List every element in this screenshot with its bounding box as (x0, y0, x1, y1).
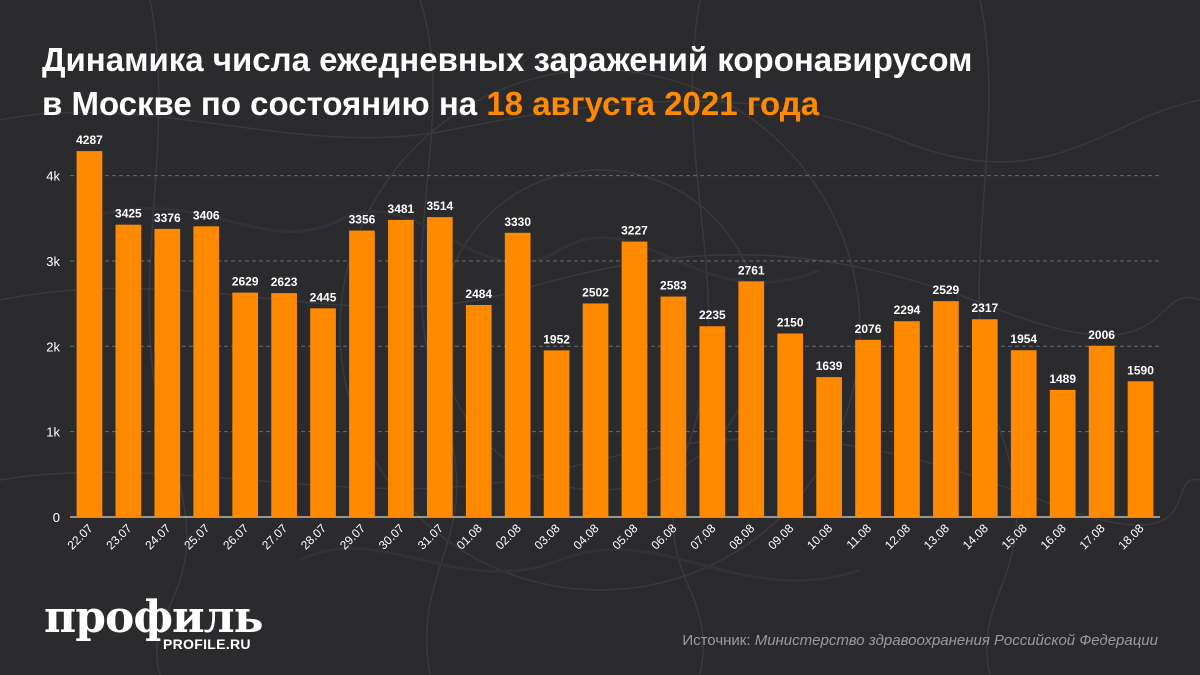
x-tick-label: 03.08 (532, 521, 563, 552)
data-label: 2150 (777, 316, 804, 330)
title-line-2-prefix: в Москве по состоянию на (42, 85, 487, 122)
source-value: Министерство здравоохранения Российской … (754, 632, 1158, 649)
x-tick-label: 15.08 (999, 521, 1030, 552)
x-tick-label: 31.07 (415, 521, 446, 552)
data-label: 1954 (1010, 332, 1037, 346)
bar (660, 296, 687, 517)
x-tick-label: 28.07 (298, 521, 329, 552)
data-label: 3481 (388, 202, 415, 216)
data-label: 2317 (971, 301, 998, 315)
y-tick-label: 3k (46, 254, 60, 269)
bar (894, 321, 920, 517)
x-tick-label: 07.08 (687, 521, 718, 552)
data-label: 1489 (1049, 372, 1076, 386)
data-label: 2502 (582, 285, 609, 299)
bar (115, 224, 142, 517)
x-tick-label: 08.08 (726, 521, 757, 552)
data-label: 1952 (543, 332, 570, 346)
data-label: 2235 (699, 308, 726, 322)
y-tick-label: 4k (46, 169, 60, 184)
chart-title: Динамика числа ежедневных заражений коро… (42, 38, 1172, 126)
title-date-highlight: 18 августа 2021 года (486, 85, 820, 122)
data-label: 1639 (816, 359, 843, 373)
x-tick-label: 16.08 (1038, 521, 1069, 552)
data-label: 2761 (738, 263, 765, 277)
bar (855, 339, 881, 517)
bar (426, 217, 453, 518)
x-tick-label: 11.08 (844, 521, 875, 552)
data-label: 3330 (504, 215, 531, 229)
x-tick-label: 17.08 (1077, 521, 1108, 552)
bar (76, 151, 103, 517)
source-note: Источник: Министерство здравоохранения Р… (682, 632, 1158, 649)
x-tick-label: 30.07 (376, 521, 407, 552)
x-tick-label: 22.07 (64, 521, 95, 552)
bar (1088, 345, 1115, 517)
data-label: 1590 (1127, 363, 1154, 377)
x-tick-label: 18.08 (1116, 521, 1147, 552)
x-tick-label: 12.08 (882, 521, 913, 552)
x-tick-label: 13.08 (921, 521, 952, 552)
y-tick-label: 2k (46, 339, 60, 354)
x-tick-label: 06.08 (648, 521, 679, 552)
data-label: 2484 (465, 287, 492, 301)
data-label: 3514 (426, 199, 453, 213)
bar (699, 326, 726, 517)
x-tick-label: 27.07 (259, 521, 290, 552)
bar (582, 303, 609, 517)
y-tick-label: 0 (53, 510, 60, 525)
x-tick-label: 23.07 (103, 521, 134, 552)
bar (621, 241, 648, 518)
bar (310, 308, 336, 517)
bar (971, 319, 998, 517)
bar (349, 230, 375, 517)
data-label: 2076 (855, 322, 882, 336)
profil-logo[interactable]: профиль (44, 592, 264, 643)
data-label: 2006 (1088, 328, 1115, 342)
bar (465, 304, 492, 517)
bar (1049, 389, 1076, 517)
data-label: 2529 (933, 283, 960, 297)
x-tick-label: 24.07 (142, 521, 173, 552)
profile-ru-label[interactable]: PROFILE.RU (163, 636, 251, 652)
bar (504, 232, 531, 517)
bar (1127, 381, 1154, 517)
data-label: 2294 (894, 303, 921, 317)
data-label: 4287 (76, 133, 103, 147)
source-label: Источник: (682, 632, 755, 649)
bar (1010, 350, 1037, 517)
x-tick-label: 02.08 (493, 521, 524, 552)
data-label: 2623 (271, 275, 298, 289)
bar (232, 292, 259, 517)
x-tick-label: 10.08 (804, 521, 835, 552)
data-label: 3227 (621, 224, 648, 238)
x-tick-label: 05.08 (609, 521, 640, 552)
x-tick-label: 01.08 (454, 521, 485, 552)
bar (777, 333, 804, 517)
bar (933, 301, 959, 517)
bar (271, 293, 297, 517)
title-line-1: Динамика числа ежедневных заражений коро… (42, 41, 973, 78)
x-tick-label: 26.07 (220, 521, 251, 552)
data-label: 2583 (660, 279, 687, 293)
x-tick-label: 04.08 (571, 521, 602, 552)
data-label: 3376 (154, 211, 181, 225)
data-label: 2445 (310, 290, 337, 304)
x-tick-label: 09.08 (765, 521, 796, 552)
bar (193, 226, 220, 517)
x-tick-label: 29.07 (337, 521, 368, 552)
x-tick-label: 25.07 (181, 521, 212, 552)
data-label: 3425 (115, 207, 142, 221)
bar (543, 350, 570, 517)
data-label: 2629 (232, 275, 259, 289)
bar (388, 219, 414, 517)
x-tick-label: 14.08 (960, 521, 991, 552)
bar (154, 228, 181, 518)
data-label: 3356 (349, 213, 376, 227)
bar (816, 377, 842, 517)
y-tick-label: 1k (46, 425, 60, 440)
bar (738, 281, 765, 517)
data-label: 3406 (193, 208, 220, 222)
